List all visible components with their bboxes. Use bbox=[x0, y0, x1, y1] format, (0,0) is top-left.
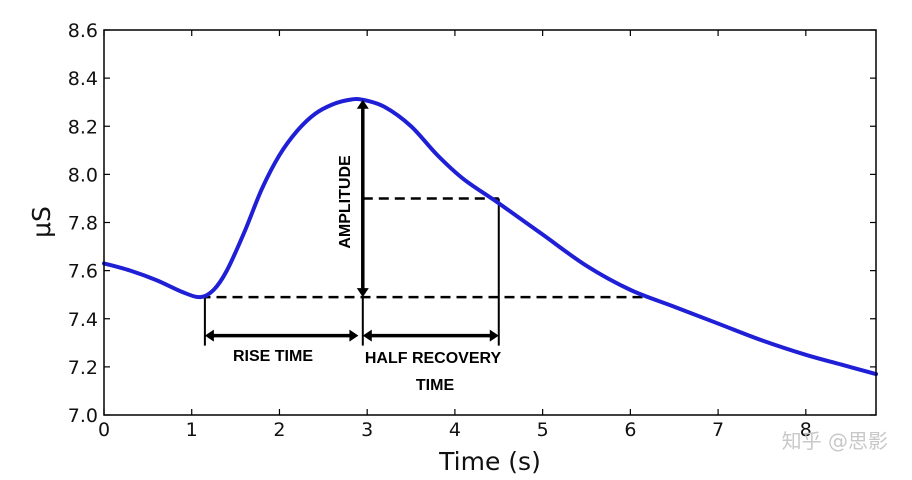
amplitude-arrow-head-bottom bbox=[356, 288, 369, 298]
x-tick-label: 7 bbox=[712, 419, 724, 441]
y-tick-label: 7.2 bbox=[68, 357, 98, 379]
x-tick-label: 3 bbox=[361, 419, 373, 441]
x-axis-title: Time (s) bbox=[438, 447, 541, 476]
amplitude-arrow-head-top bbox=[356, 99, 369, 109]
y-tick-label: 8.0 bbox=[68, 164, 98, 186]
y-axis-ticks: 7.0 7.2 7.4 7.6 7.8 8.0 8.2 8.4 8.6 bbox=[68, 20, 876, 427]
half-recovery-arrow-head-right bbox=[489, 329, 499, 342]
y-axis-title: μS bbox=[27, 206, 56, 238]
y-tick-label: 7.8 bbox=[68, 213, 98, 235]
x-tick-label: 6 bbox=[624, 419, 636, 441]
x-tick-label: 1 bbox=[186, 419, 198, 441]
half-recovery-label-line1: HALF RECOVERY bbox=[365, 350, 502, 367]
rise-time-label: RISE TIME bbox=[233, 348, 313, 365]
rise-time-arrow-head-left bbox=[204, 329, 214, 342]
x-axis-ticks: 0 1 2 3 4 5 6 7 8 bbox=[98, 30, 812, 441]
plot-frame bbox=[103, 29, 877, 416]
watermark: 知乎 @思影 bbox=[782, 429, 888, 453]
y-tick-label: 8.6 bbox=[68, 20, 98, 42]
y-tick-label: 7.0 bbox=[68, 405, 98, 427]
x-tick-label: 4 bbox=[449, 419, 461, 441]
conductance-curve bbox=[102, 97, 878, 377]
annotation-arrows bbox=[204, 99, 499, 342]
y-tick-label: 8.2 bbox=[68, 116, 98, 138]
amplitude-label: AMPLITUDE bbox=[337, 155, 354, 249]
y-tick-label: 8.4 bbox=[68, 68, 98, 90]
half-recovery-arrow-head-left bbox=[362, 329, 372, 342]
guide-lines bbox=[200, 197, 648, 346]
y-tick-label: 7.4 bbox=[68, 309, 98, 331]
y-tick-label: 7.6 bbox=[68, 261, 98, 283]
x-tick-label: 0 bbox=[98, 419, 110, 441]
half-recovery-label-line2: TIME bbox=[416, 377, 455, 394]
x-tick-label: 2 bbox=[273, 419, 285, 441]
x-tick-label: 5 bbox=[537, 419, 549, 441]
rise-time-arrow-head-right bbox=[349, 329, 359, 342]
x-tick-label: 8 bbox=[800, 419, 812, 441]
